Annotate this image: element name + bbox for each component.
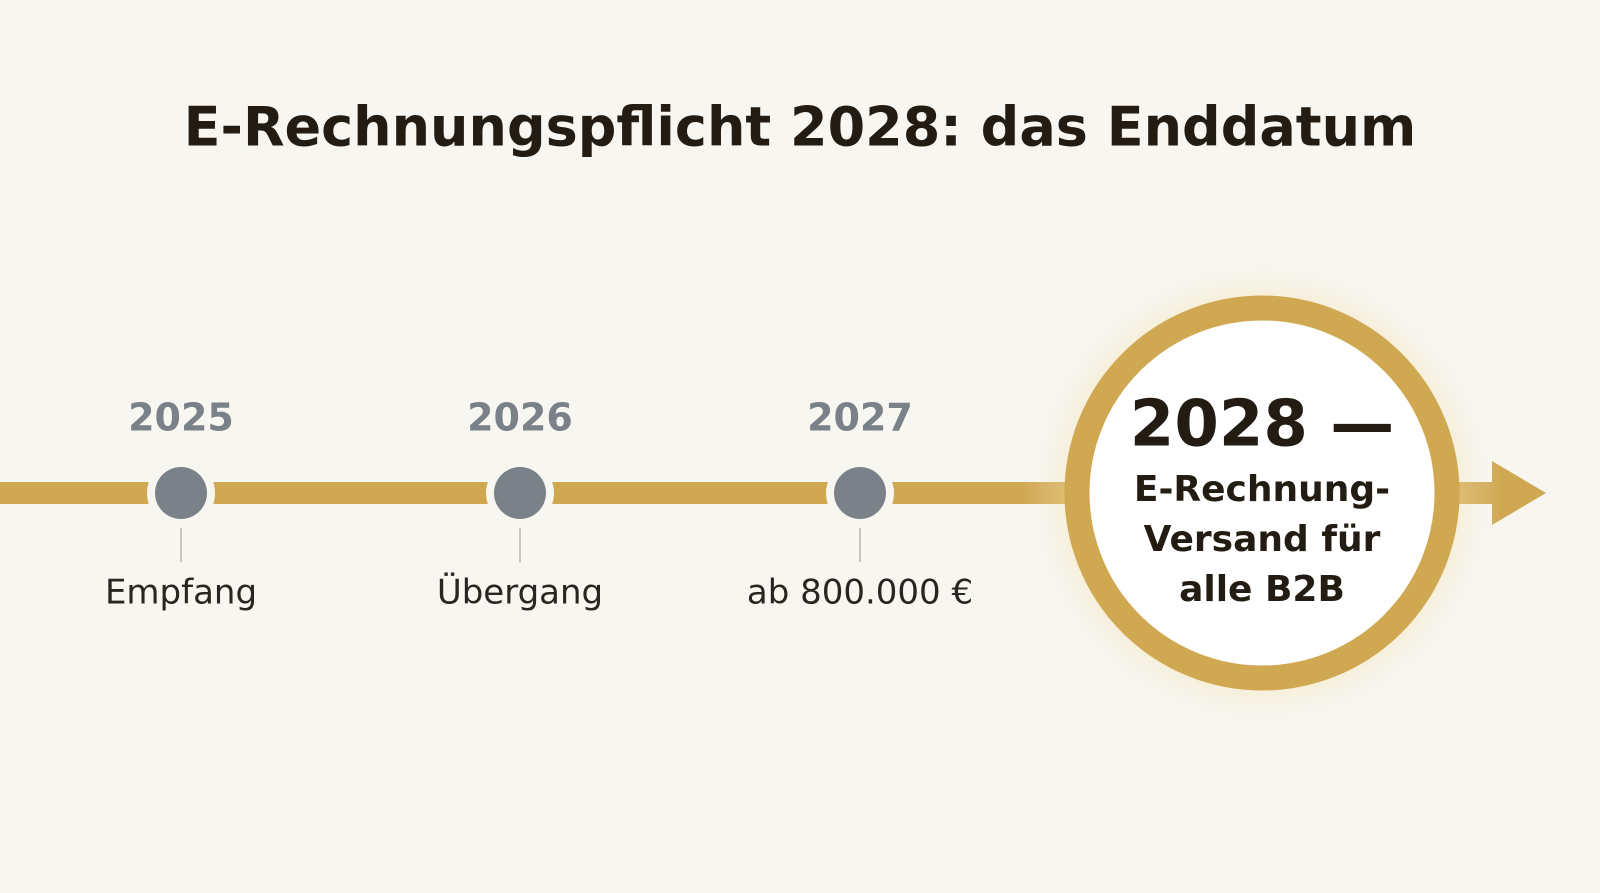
milestone-dot <box>155 467 207 519</box>
milestone-label: ab 800.000 € <box>747 573 973 613</box>
milestone-label: Übergang <box>437 572 603 613</box>
milestone-year: 2026 <box>467 396 573 440</box>
milestone-label: Empfang <box>105 573 257 613</box>
milestone-dot <box>494 467 546 519</box>
final-year: 2028 — <box>1130 388 1394 462</box>
timeline-arrow <box>1492 461 1546 525</box>
milestone-year: 2025 <box>128 396 234 440</box>
final-circle <box>1064 295 1460 691</box>
final-line: alle B2B <box>1179 569 1345 610</box>
milestone-dot <box>834 467 886 519</box>
milestone-year: 2027 <box>807 396 913 440</box>
final-line: E-Rechnung- <box>1134 469 1390 510</box>
milestones: 2025 Empfang 2026 Übergang 2027 ab 800.000 € <box>105 396 973 613</box>
final-line: Versand für <box>1144 519 1381 560</box>
title: E-Rechnungspflicht 2028: das Enddatum <box>184 96 1417 159</box>
